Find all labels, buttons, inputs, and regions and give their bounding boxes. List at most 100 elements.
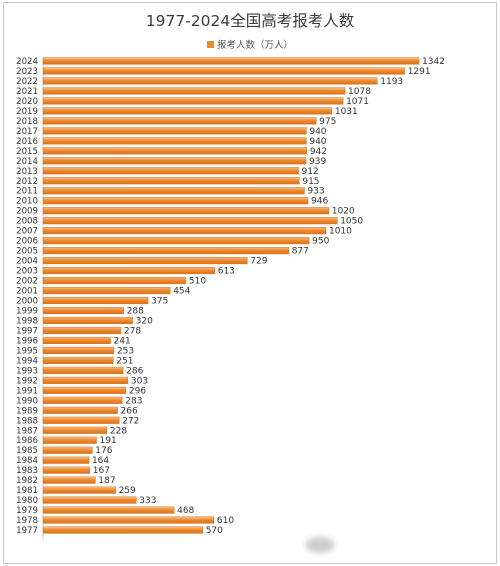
category-label: 2018 — [16, 117, 38, 127]
value-label: 454 — [173, 287, 190, 297]
bar — [42, 306, 124, 315]
category-label: 2000 — [16, 297, 38, 307]
category-label: 1980 — [16, 496, 38, 506]
bar — [42, 376, 129, 384]
bar — [42, 366, 124, 374]
bar — [42, 127, 307, 135]
bar — [42, 326, 122, 335]
bar — [42, 516, 215, 524]
category-label: 1986 — [16, 436, 38, 446]
value-label: 191 — [100, 436, 117, 446]
category-label: 1990 — [16, 396, 38, 406]
bar — [42, 436, 97, 444]
value-label: 228 — [110, 426, 127, 436]
bar — [42, 466, 91, 474]
value-label: 570 — [206, 526, 223, 536]
bar — [42, 286, 171, 295]
value-label: 296 — [129, 386, 146, 396]
value-label: 1020 — [332, 207, 355, 217]
value-label: 303 — [131, 376, 148, 386]
value-label: 266 — [121, 406, 138, 416]
chart-title: 1977-2024全国高考报考人数 — [145, 12, 355, 30]
bar — [42, 57, 420, 65]
category-label: 1995 — [16, 346, 38, 356]
category-label: 2010 — [16, 197, 38, 207]
bar — [42, 187, 305, 195]
category-label: 2024 — [16, 57, 38, 67]
value-label: 176 — [95, 446, 112, 456]
category-label: 2022 — [16, 77, 38, 87]
bar — [42, 167, 299, 175]
bar — [42, 67, 405, 75]
bar — [42, 526, 203, 534]
category-label: 1993 — [16, 366, 38, 376]
category-label: 1987 — [16, 426, 38, 436]
value-label: 1193 — [380, 77, 403, 87]
category-label: 2011 — [16, 187, 38, 197]
legend[interactable]: 报考人数（万人） — [0, 37, 500, 51]
bar — [42, 386, 127, 394]
bar — [42, 406, 118, 414]
bar — [42, 277, 187, 285]
value-label: 333 — [139, 496, 156, 506]
category-label: 1996 — [16, 336, 38, 346]
bar — [42, 197, 309, 205]
category-label: 1981 — [16, 486, 38, 496]
value-label: 468 — [177, 506, 194, 516]
category-label: 2013 — [16, 167, 38, 177]
bar — [42, 356, 114, 364]
value-label: 286 — [126, 366, 143, 376]
category-label: 1982 — [16, 476, 38, 486]
bar — [42, 456, 90, 464]
legend-swatch — [206, 41, 214, 48]
bar — [42, 117, 317, 125]
smudge-mark — [305, 537, 335, 553]
value-label: 613 — [218, 267, 235, 277]
value-label: 167 — [93, 466, 110, 476]
bar — [42, 157, 307, 165]
value-label: 510 — [189, 277, 206, 287]
bar — [42, 87, 346, 95]
value-label: 278 — [124, 326, 141, 336]
category-label: 2014 — [16, 157, 38, 167]
bar — [42, 107, 333, 115]
value-label: 610 — [217, 516, 234, 526]
category-label: 1984 — [16, 456, 38, 466]
value-label: 1078 — [348, 87, 371, 97]
value-label: 283 — [125, 396, 142, 406]
value-label: 1071 — [346, 97, 369, 107]
category-label: 2015 — [16, 147, 38, 157]
category-label: 1998 — [16, 316, 38, 326]
bar — [42, 496, 137, 504]
bar — [42, 506, 175, 514]
category-label: 1985 — [16, 446, 38, 456]
value-label: 946 — [311, 197, 328, 207]
bar — [42, 296, 149, 305]
value-label: 251 — [116, 356, 133, 366]
value-label: 877 — [292, 247, 309, 257]
bar — [42, 257, 248, 265]
bar — [42, 316, 133, 325]
category-label: 2023 — [16, 67, 38, 77]
category-label: 2021 — [16, 87, 38, 97]
value-label: 933 — [307, 187, 324, 197]
bar — [42, 177, 300, 185]
value-label: 253 — [117, 346, 134, 356]
bar — [42, 446, 93, 454]
value-label: 1291 — [408, 67, 431, 77]
bar — [42, 396, 123, 404]
bar — [42, 426, 108, 434]
category-label: 1997 — [16, 326, 38, 336]
value-label: 320 — [136, 316, 153, 326]
category-label: 2003 — [16, 267, 38, 277]
bar — [42, 346, 115, 354]
category-label: 2016 — [16, 137, 38, 147]
category-label: 1978 — [16, 516, 38, 526]
category-label: 1992 — [16, 376, 38, 386]
value-label: 942 — [310, 147, 327, 157]
value-label: 164 — [92, 456, 109, 466]
category-label: 2019 — [16, 107, 38, 117]
value-label: 915 — [302, 177, 319, 187]
category-label: 2009 — [16, 207, 38, 217]
category-label: 1991 — [16, 386, 38, 396]
